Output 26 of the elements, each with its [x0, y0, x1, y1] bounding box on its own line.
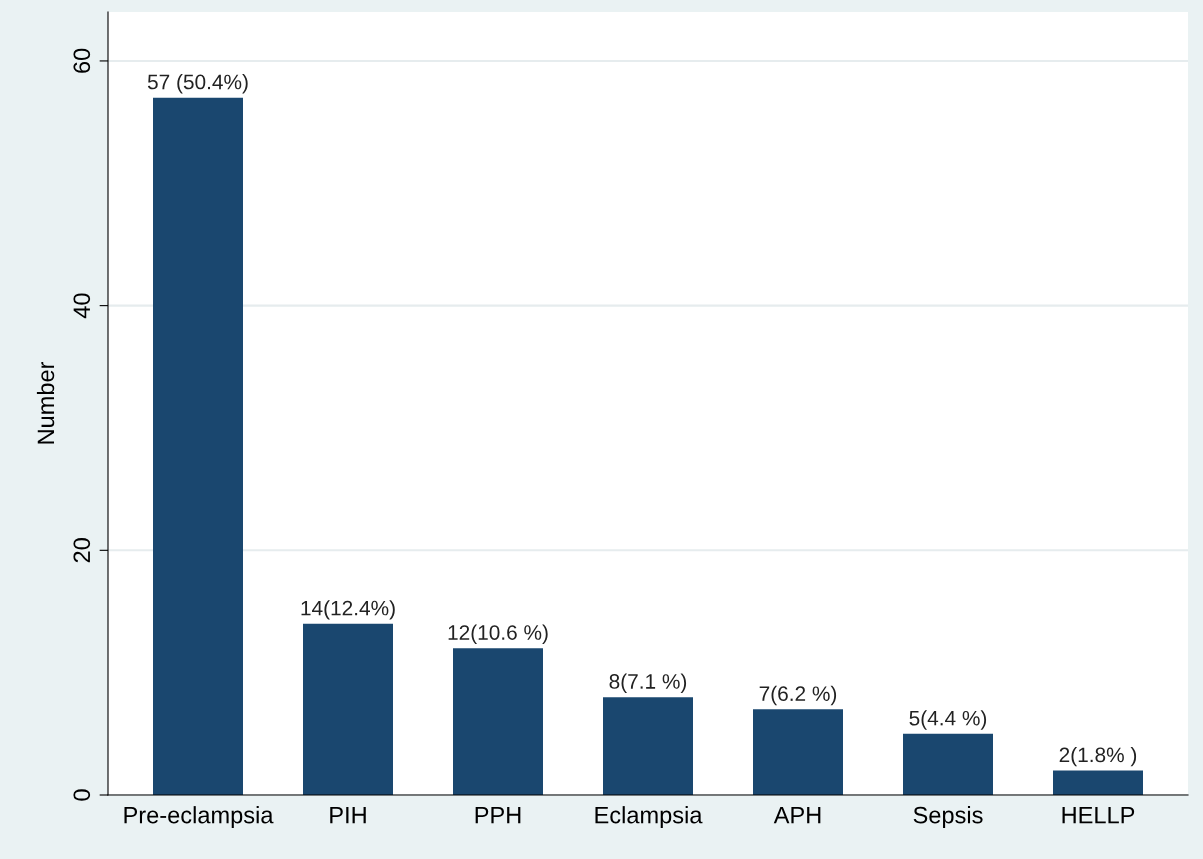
data-label: 7(6.2 %): [759, 685, 837, 706]
y-axis-title: Number: [36, 361, 55, 444]
x-tick-label: Pre-eclampsia: [124, 806, 274, 829]
x-tick-label: Sepsis: [913, 806, 983, 829]
data-label: 2(1.8% ): [1059, 746, 1137, 767]
data-label: 14(12.4%): [301, 600, 395, 620]
bar: [603, 697, 693, 795]
data-label: 5(4.4 %): [909, 710, 987, 730]
bar: [453, 648, 543, 795]
y-tick-label: 60: [73, 48, 91, 73]
y-tick-label: 0: [73, 789, 91, 801]
x-tick-label: PIH: [330, 806, 366, 824]
data-label: 57 (50.4%): [147, 74, 248, 94]
bar: [303, 623, 393, 795]
data-label: 8(7.1 %): [609, 673, 687, 693]
x-tick-label: HELLP: [1062, 806, 1135, 824]
bar: [153, 97, 243, 795]
bar: [903, 733, 993, 795]
x-tick-label: PPH: [475, 806, 521, 824]
y-tick-label: 20: [73, 538, 91, 563]
data-label: 12(10.6 %): [448, 624, 548, 645]
x-tick-label: APH: [773, 806, 821, 824]
x-tick-label: Eclampsia: [595, 806, 703, 829]
bar: [1053, 770, 1143, 795]
bar: [753, 709, 843, 795]
y-tick-label: 40: [73, 293, 91, 319]
